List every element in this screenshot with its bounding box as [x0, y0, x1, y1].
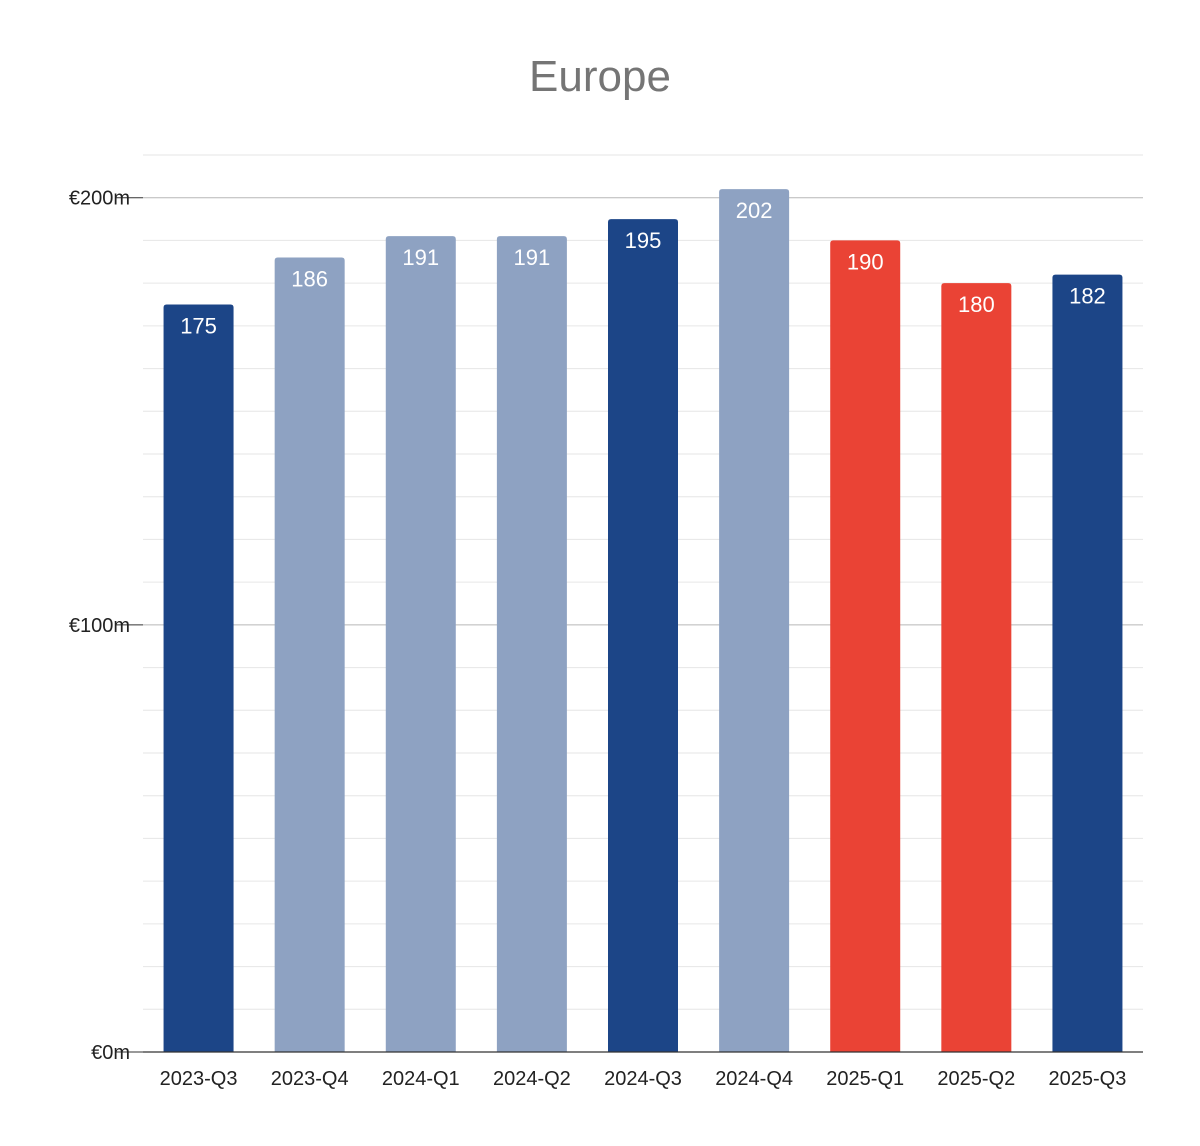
- x-tick-label: 2025-Q1: [826, 1068, 904, 1090]
- x-tick-label: 2023-Q3: [160, 1068, 238, 1090]
- bar: [163, 304, 234, 1052]
- data-label: 191: [402, 245, 439, 270]
- data-label: 191: [514, 245, 551, 270]
- data-label: 190: [847, 249, 884, 274]
- data-label: 182: [1069, 284, 1106, 309]
- y-tick-label: €100m: [69, 615, 130, 637]
- data-label: 175: [180, 314, 217, 339]
- bar: [941, 283, 1012, 1053]
- bar: [274, 257, 345, 1052]
- x-tick-label: 2023-Q4: [271, 1068, 349, 1090]
- data-label: 202: [736, 198, 773, 223]
- bar: [496, 236, 567, 1052]
- data-label: 186: [291, 267, 328, 292]
- bar: [1052, 274, 1123, 1053]
- x-tick-label: 2024-Q1: [382, 1068, 460, 1090]
- bar: [830, 240, 901, 1052]
- y-tick-label: €0m: [91, 1042, 130, 1064]
- x-tick-label: 2024-Q3: [604, 1068, 682, 1090]
- data-label: 180: [958, 292, 995, 317]
- bar: [719, 189, 790, 1052]
- x-tick-label: 2025-Q3: [1049, 1068, 1127, 1090]
- data-label: 195: [625, 228, 662, 253]
- x-tick-label: 2024-Q4: [715, 1068, 793, 1090]
- bar: [608, 219, 678, 1053]
- x-tick-label: 2024-Q2: [493, 1068, 571, 1090]
- chart-title: Europe: [529, 52, 671, 101]
- bar: [385, 236, 456, 1052]
- x-tick-label: 2025-Q2: [937, 1068, 1015, 1090]
- y-tick-label: €200m: [69, 188, 130, 210]
